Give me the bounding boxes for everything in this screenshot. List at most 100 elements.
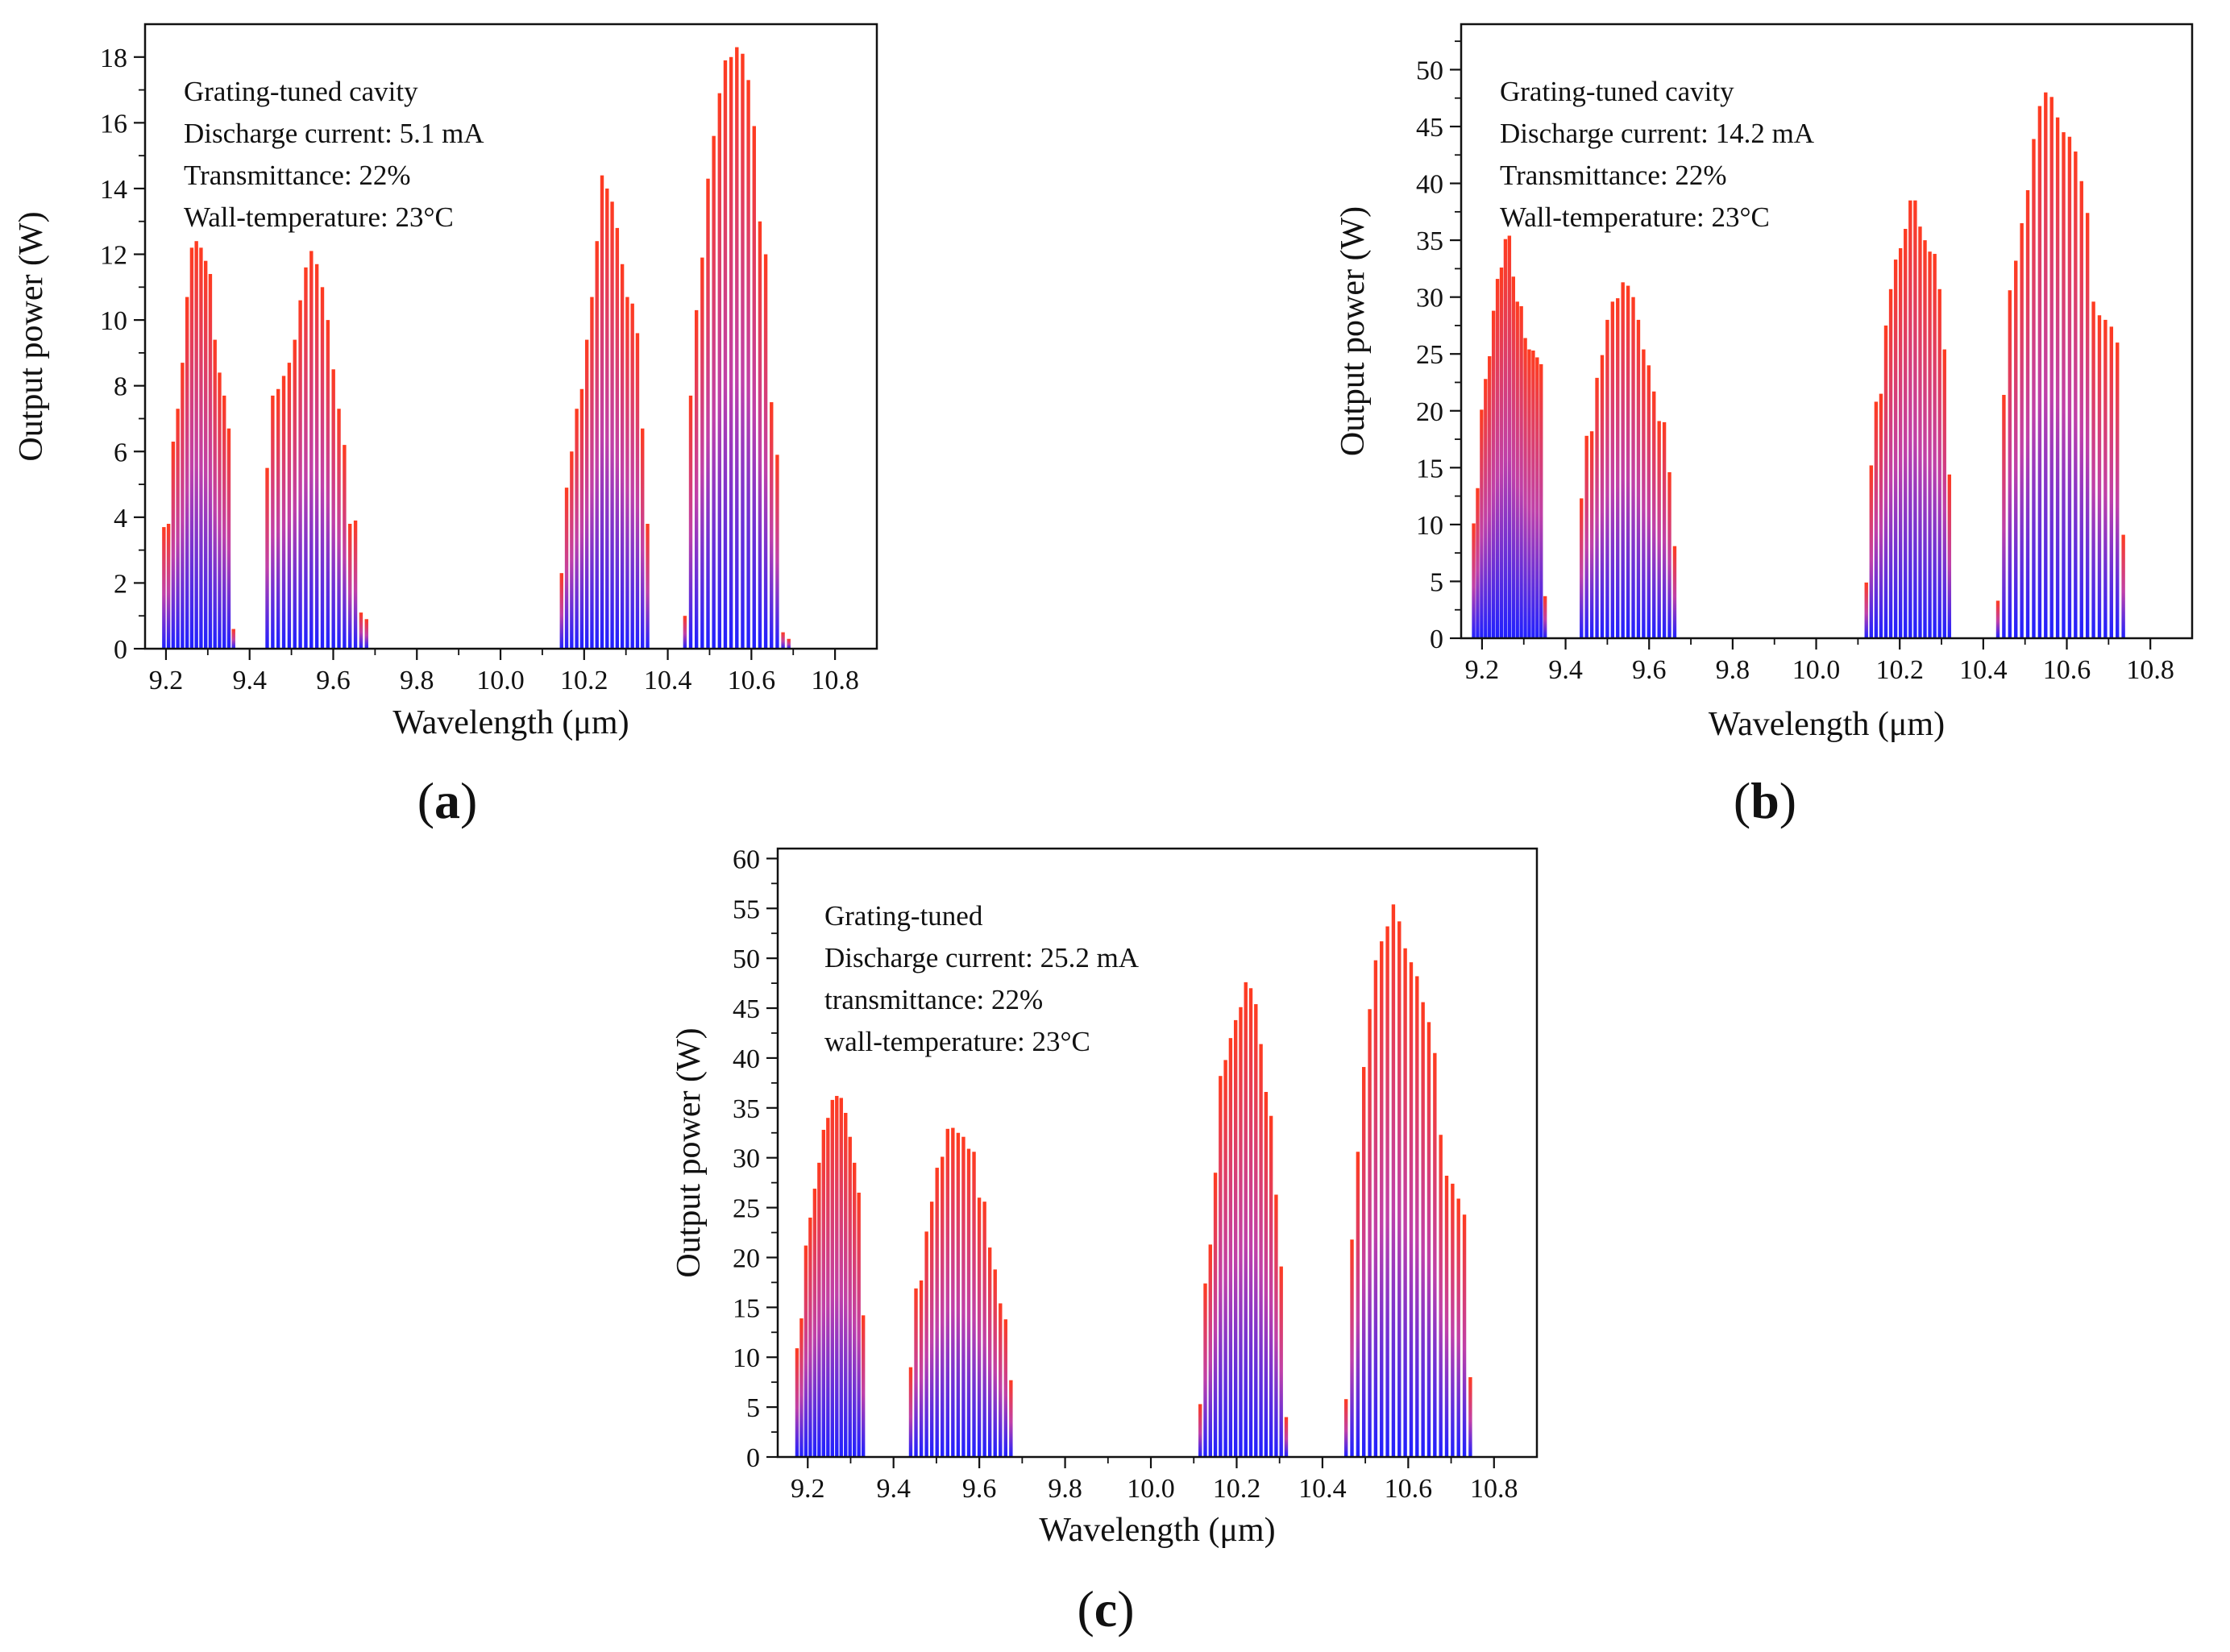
bar-a-1-3 bbox=[281, 376, 286, 649]
bar-a-0-14 bbox=[226, 428, 231, 649]
panel-label-c: (c) bbox=[1077, 1580, 1134, 1637]
annotation-c: Grating-tuned Discharge current: 25.2 mA t… bbox=[824, 900, 1140, 1057]
bar-c-1-9 bbox=[956, 1132, 961, 1457]
bar-b-0-5 bbox=[1491, 310, 1496, 638]
bar-a-3-12 bbox=[752, 126, 756, 649]
bar-b-2-9 bbox=[1908, 200, 1912, 639]
bar-c-3-2 bbox=[1356, 1152, 1360, 1457]
bar-a-0-12 bbox=[218, 372, 222, 649]
bar-c-0-12 bbox=[848, 1136, 852, 1457]
bar-c-1-4 bbox=[929, 1202, 934, 1457]
bar-b-3-0 bbox=[1995, 600, 2000, 638]
plot-frame-c bbox=[776, 847, 1539, 1459]
bar-b-3-19 bbox=[2109, 326, 2114, 638]
bar-b-3-18 bbox=[2103, 319, 2107, 638]
bar-c-2-14 bbox=[1269, 1115, 1273, 1457]
bar-b-0-0 bbox=[1472, 523, 1476, 638]
x-tick-label-c-6: 10.4 bbox=[1298, 1474, 1347, 1504]
bar-b-1-16 bbox=[1662, 421, 1667, 638]
bar-b-2-1 bbox=[1869, 465, 1873, 638]
bar-c-3-17 bbox=[1444, 1175, 1449, 1457]
bar-b-0-8 bbox=[1503, 239, 1508, 638]
y-axis-b: 0 5 10 15 20 25 30 35 40 45 50 bbox=[1416, 40, 1461, 654]
x-tick-label-b-1: 9.4 bbox=[1548, 655, 1583, 685]
bar-b-2-0 bbox=[1864, 582, 1868, 638]
chart-panel-b: 9.2 9.4 9.6 9.8 10.0 10.2 10.4 10.6 10.8 0 5 10 15 20… bbox=[1335, 23, 2194, 829]
bar-c-0-8 bbox=[830, 1099, 834, 1457]
bar-b-3-16 bbox=[2091, 301, 2095, 638]
bar-c-0-10 bbox=[839, 1098, 843, 1457]
panel-label-letter-b: b bbox=[1750, 772, 1779, 829]
bar-c-1-13 bbox=[977, 1197, 982, 1457]
x-tick-label-a-3: 9.8 bbox=[400, 666, 434, 695]
bar-a-0-8 bbox=[199, 247, 203, 649]
bar-b-1-0 bbox=[1580, 498, 1584, 638]
bar-b-2-4 bbox=[1883, 325, 1888, 638]
bar-b-2-5 bbox=[1888, 288, 1893, 638]
bar-b-1-17 bbox=[1667, 471, 1671, 638]
x-tick-label-c-8: 10.8 bbox=[1470, 1474, 1518, 1504]
y-tick-label-a-6: 12 bbox=[100, 241, 127, 271]
bar-b-1-14 bbox=[1652, 391, 1656, 638]
x-tick-label-b-0: 9.2 bbox=[1465, 655, 1500, 685]
x-tick-label-c-0: 9.2 bbox=[791, 1474, 825, 1504]
bar-c-3-21 bbox=[1468, 1376, 1472, 1457]
bar-a-2-0 bbox=[559, 573, 563, 649]
bar-b-2-16 bbox=[1942, 349, 1946, 638]
bar-b-0-11 bbox=[1515, 301, 1519, 638]
bar-a-3-4 bbox=[706, 178, 710, 649]
bar-c-1-2 bbox=[919, 1280, 924, 1457]
annotation-a: Grating-tuned cavity Discharge current: 5… bbox=[184, 76, 484, 233]
annotation-line-b-2: Transmittance: 22% bbox=[1500, 160, 1727, 191]
bar-c-0-15 bbox=[861, 1315, 866, 1457]
annotation-line-c-2: transmittance: 22% bbox=[824, 984, 1043, 1015]
bar-b-3-20 bbox=[2116, 342, 2120, 638]
y-tick-label-b-9: 45 bbox=[1416, 113, 1443, 143]
bar-b-1-9 bbox=[1626, 285, 1630, 638]
bar-a-3-2 bbox=[694, 309, 699, 649]
bar-b-3-2 bbox=[2008, 290, 2012, 638]
bar-a-3-18 bbox=[787, 638, 791, 649]
bar-a-1-16 bbox=[353, 520, 358, 649]
x-tick-label-c-1: 9.4 bbox=[876, 1474, 911, 1504]
x-tick-label-b-4: 10.0 bbox=[1792, 655, 1841, 685]
bar-b-1-5 bbox=[1605, 319, 1609, 638]
y-tick-label-a-1: 2 bbox=[114, 569, 127, 599]
bar-a-1-17 bbox=[359, 612, 363, 649]
y-tick-label-c-12: 60 bbox=[733, 845, 760, 874]
bar-a-1-1 bbox=[271, 395, 275, 649]
bar-c-1-10 bbox=[961, 1136, 966, 1457]
y-tick-label-a-8: 16 bbox=[100, 109, 127, 139]
x-tick-label-a-0: 9.2 bbox=[149, 666, 184, 695]
x-tick-label-c-3: 9.8 bbox=[1048, 1474, 1082, 1504]
bar-a-2-8 bbox=[600, 175, 604, 649]
bar-c-3-6 bbox=[1380, 941, 1384, 1457]
bar-c-3-14 bbox=[1426, 1022, 1431, 1457]
bar-a-0-2 bbox=[171, 442, 176, 649]
bar-b-0-18 bbox=[1543, 596, 1547, 638]
bar-c-2-8 bbox=[1239, 1007, 1243, 1457]
bar-a-2-13 bbox=[625, 297, 629, 649]
bar-c-1-3 bbox=[924, 1231, 928, 1457]
y-tick-label-b-4: 20 bbox=[1416, 397, 1443, 427]
bar-c-1-18 bbox=[1003, 1319, 1008, 1457]
y-tick-label-b-5: 25 bbox=[1416, 340, 1443, 370]
bar-a-2-5 bbox=[584, 339, 589, 649]
bar-b-0-1 bbox=[1476, 488, 1480, 638]
bar-b-2-14 bbox=[1933, 254, 1937, 638]
bar-a-1-14 bbox=[343, 445, 347, 649]
bar-b-3-6 bbox=[2032, 139, 2036, 638]
bar-c-1-7 bbox=[945, 1128, 950, 1457]
y-tick-label-c-9: 45 bbox=[733, 994, 760, 1024]
bar-a-2-2 bbox=[570, 451, 574, 649]
bar-c-0-6 bbox=[821, 1130, 826, 1457]
bar-b-3-4 bbox=[2020, 222, 2024, 638]
bars-b bbox=[1472, 92, 2125, 639]
bar-b-1-1 bbox=[1584, 435, 1588, 638]
y-tick-label-a-2: 4 bbox=[114, 504, 127, 533]
bar-a-2-12 bbox=[620, 264, 625, 649]
bar-a-1-0 bbox=[265, 467, 269, 649]
y-tick-label-c-3: 15 bbox=[733, 1293, 760, 1323]
bar-a-3-8 bbox=[729, 56, 733, 650]
